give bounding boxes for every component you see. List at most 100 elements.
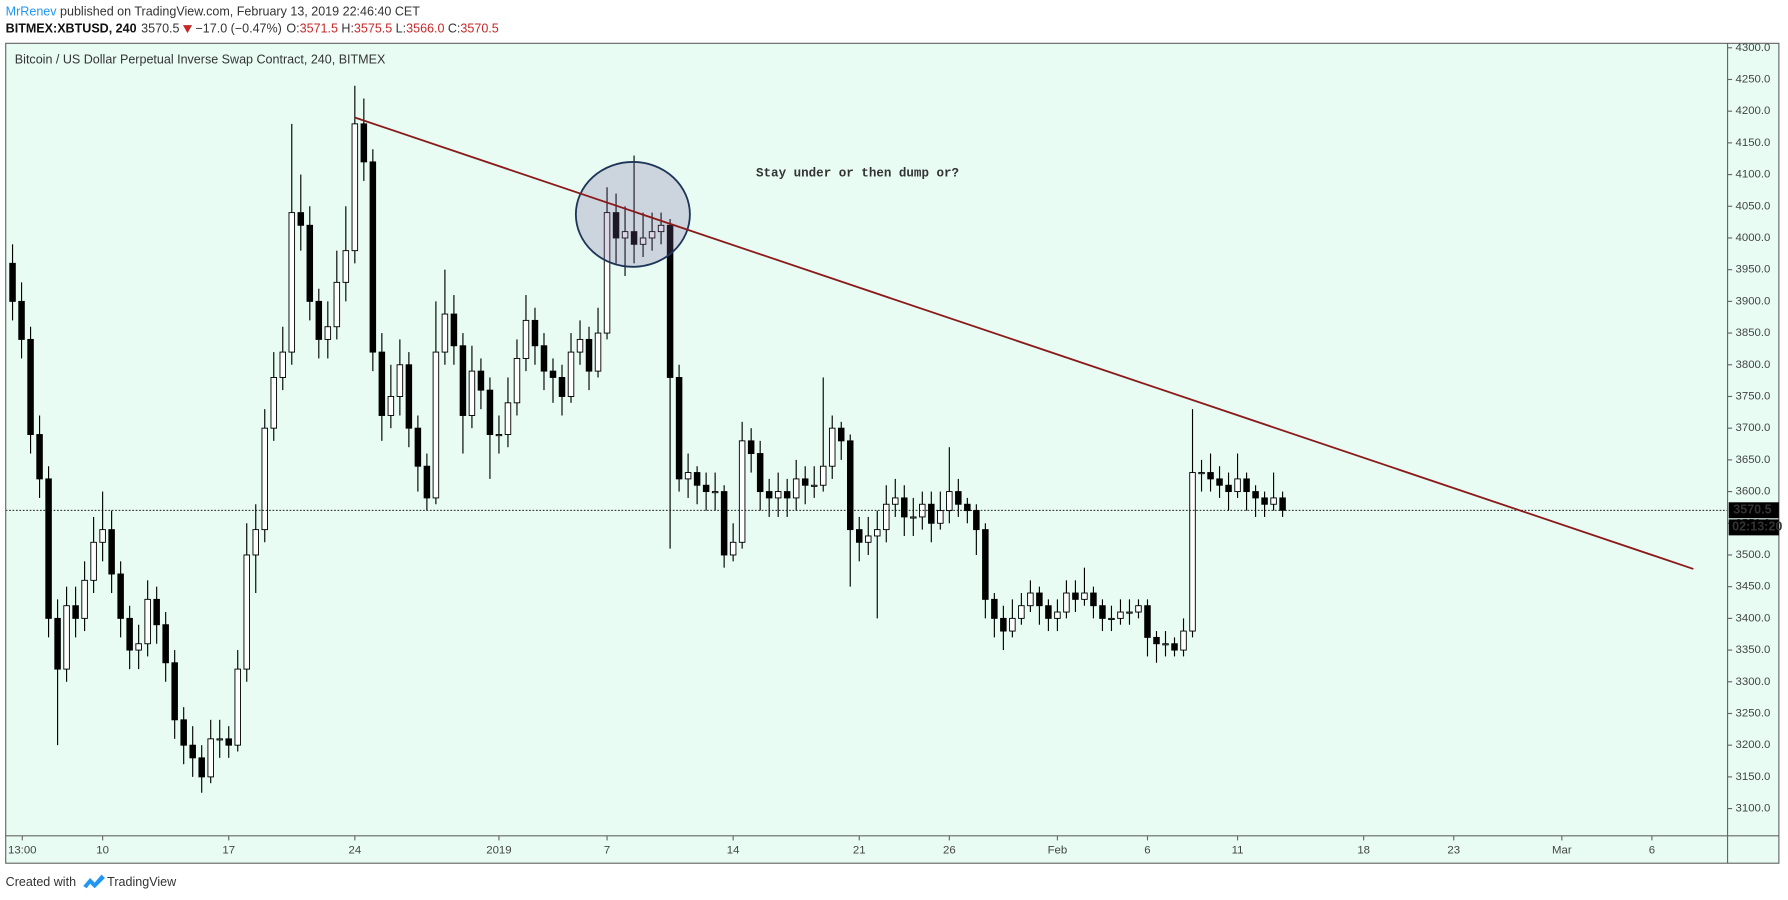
candle-body [387,396,395,416]
candle-body [910,516,917,519]
candle-body [1045,605,1052,619]
candle-body [162,624,169,664]
h-label: H: [341,22,354,36]
candle-body [441,313,449,353]
candle-body [135,643,142,651]
candle-body [1018,605,1025,619]
x-tick-label: 24 [348,845,361,857]
candle-body [693,472,701,486]
published: published on TradingView.com, February 1… [57,5,421,19]
candle-body [1072,592,1079,600]
footer-brand[interactable]: TradingView [107,875,177,889]
candle-body [549,370,557,378]
y-tick-label: 3150.0 [1736,771,1771,783]
candle-body [396,364,404,397]
time-axis-background [5,835,1779,864]
y-tick-label: 3350.0 [1736,644,1771,656]
candle-body [567,351,575,397]
candle-body [423,465,431,499]
candle-body [846,440,854,531]
candle-body [333,281,341,328]
candle-body [54,617,61,670]
candle-body [153,598,160,626]
candle-body [351,123,359,252]
o-label: O: [286,22,299,36]
candle-body [216,738,223,741]
price: 3570.5 [141,22,179,36]
candle-body [117,573,124,619]
candle-body [1252,491,1259,499]
candle-body [973,510,980,531]
candle-body [1009,617,1016,632]
candle-body [126,617,133,651]
candle-body [594,332,602,372]
candle-body [450,313,458,347]
candle-body [630,231,638,245]
countdown-label: 02:13:20 [1732,520,1782,534]
candle-body [901,497,908,518]
candle-body [288,212,296,353]
candle-body [747,440,755,454]
candle-body [1180,630,1187,651]
candle-body [189,744,196,759]
candle-body [1216,478,1223,486]
candle-body [360,123,368,163]
l-value: 3566.0 [406,22,444,36]
candle-body [414,427,422,467]
candle-body [531,319,539,347]
x-tick-label: Feb [1048,845,1068,857]
candle-body [369,161,377,353]
candle-body [90,541,97,581]
candle-body [1225,484,1232,493]
x-tick-label: 13:00 [8,845,37,857]
y-tick-label: 4250.0 [1736,73,1771,85]
candle-body [648,231,656,239]
candle-body [837,427,845,442]
candle-body [576,338,584,353]
candle-body [1279,497,1286,511]
y-tick-label: 3900.0 [1736,295,1771,307]
candle-body [1063,592,1070,613]
candle-body [108,529,115,575]
candle-body [432,351,440,499]
candle-body [684,472,692,480]
candle-body [955,491,962,505]
candle-body [1117,611,1124,619]
candle-body [964,503,971,512]
candle-body [792,478,800,499]
change: −17.0 (−0.47%) [195,22,281,36]
y-tick-label: 4050.0 [1736,200,1771,212]
candle-body [207,738,214,778]
candle-body [711,491,719,494]
author[interactable]: MrRenev [6,5,58,19]
candle-body [765,491,773,499]
x-tick-label: 18 [1357,845,1370,857]
candle-body [324,326,332,340]
y-tick-label: 3450.0 [1736,581,1771,593]
candle-body [1189,472,1196,632]
candle-body [1099,605,1106,619]
x-tick-label: 11 [1232,845,1244,857]
candle-body [495,434,503,437]
candle-body [783,491,791,499]
candle-body [892,497,899,505]
candle-body [243,554,250,670]
candle-body [621,231,629,239]
last-price-label: 3570.5 [1733,503,1771,517]
y-tick-label: 3750.0 [1736,390,1771,402]
candle-body [865,535,872,543]
x-tick-label: Mar [1552,845,1572,857]
candle-body [558,376,566,397]
header-line-2: BITMEX:XBTUSD, 240 3570.5 −17.0 (−0.47%) O:… [6,22,499,36]
down-arrow-icon [182,25,193,34]
y-tick-label: 3250.0 [1736,707,1771,719]
x-tick-label: 6 [1649,845,1655,857]
candle-body [486,389,494,435]
candle-body [657,224,665,233]
x-tick-label: 17 [222,845,235,857]
candle-body [855,529,863,543]
candle-body [1162,643,1169,646]
candle-body [639,237,647,245]
candle-body [1207,472,1214,480]
